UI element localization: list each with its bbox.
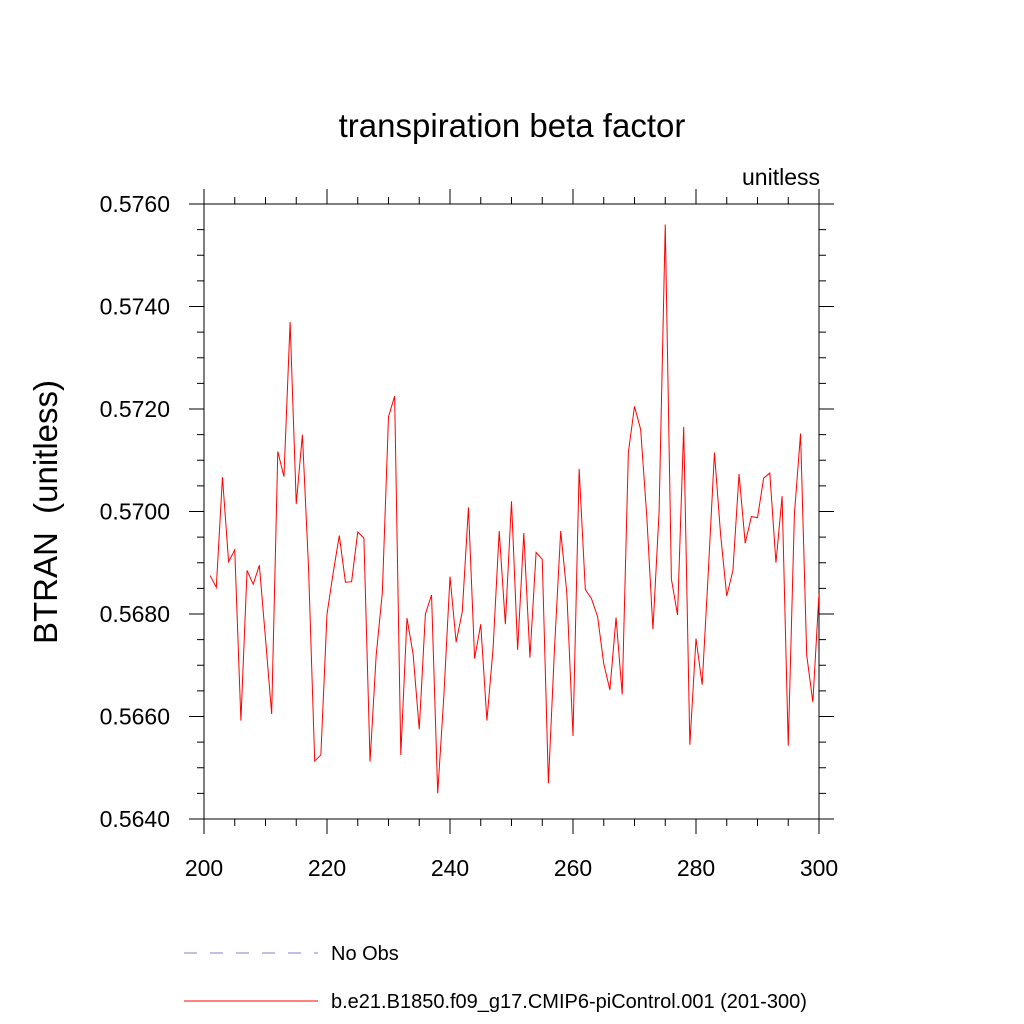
legend-label-control: b.e21.B1850.f09_g17.CMIP6-piControl.001 … xyxy=(331,991,807,1013)
series-line-control xyxy=(209,224,819,794)
y-tick-label: 0.5700 xyxy=(100,499,170,525)
axis-tick-labels: 200 220 240 260 280 300 0.5640 0.5660 0.5680 0.57… xyxy=(100,191,839,881)
y-tick-label: 0.5740 xyxy=(100,294,170,320)
chart-title: transpiration beta factor xyxy=(339,107,686,144)
y-tick-label: 0.5640 xyxy=(100,806,170,832)
x-tick-label: 280 xyxy=(677,855,715,881)
legend: No Obs b.e21.B1850.f09_g17.CMIP6-piContr… xyxy=(184,943,807,1013)
axis-ticks xyxy=(189,189,834,834)
units-label: unitless xyxy=(742,164,820,190)
x-tick-label: 240 xyxy=(431,855,469,881)
x-tick-label: 300 xyxy=(800,855,838,881)
legend-label-no-obs: No Obs xyxy=(331,943,399,965)
x-tick-label: 260 xyxy=(554,855,592,881)
y-tick-label: 0.5720 xyxy=(100,396,170,422)
y-tick-label: 0.5680 xyxy=(100,601,170,627)
series-layer xyxy=(209,224,819,794)
y-tick-label: 0.5660 xyxy=(100,704,170,730)
y-axis-label: BTRAN (unitless) xyxy=(27,380,64,644)
x-tick-label: 220 xyxy=(308,855,346,881)
y-tick-label: 0.5760 xyxy=(100,191,170,217)
x-tick-label: 200 xyxy=(185,855,223,881)
